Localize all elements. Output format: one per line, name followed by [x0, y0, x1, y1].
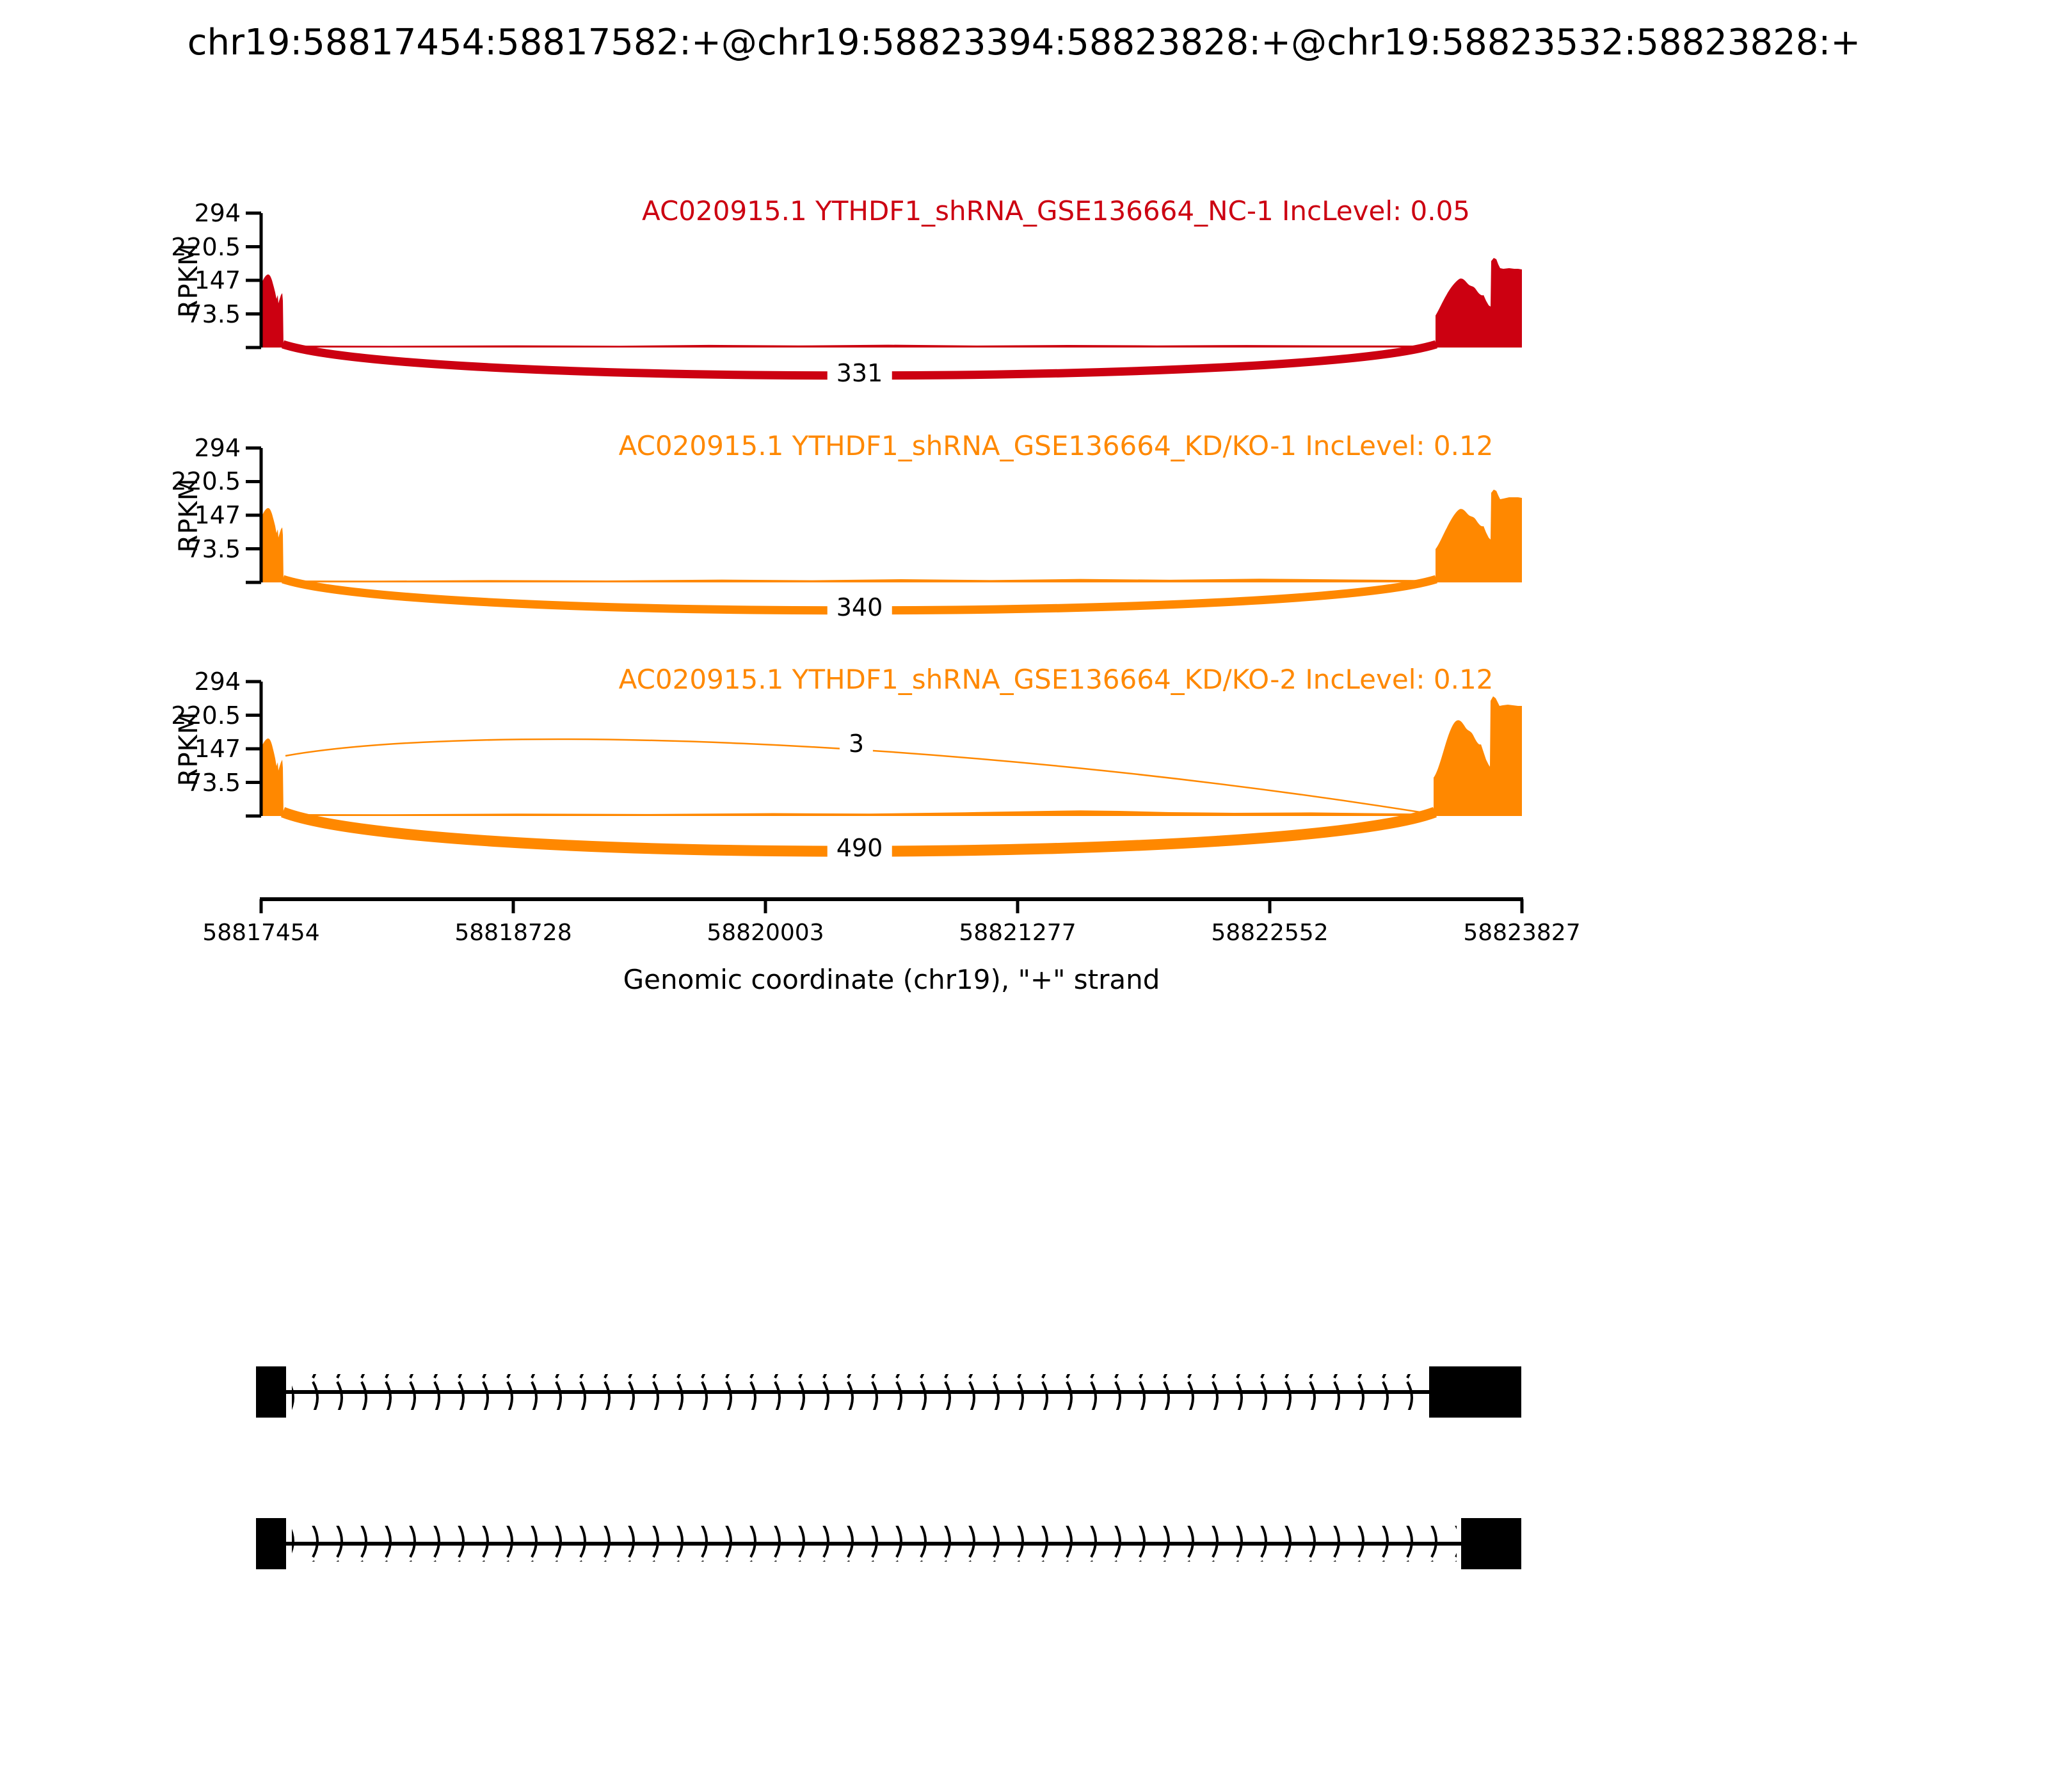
- isoform-2: [256, 1518, 1521, 1569]
- y-tick-label: 147: [194, 501, 241, 529]
- junction-count-label: 340: [827, 593, 892, 621]
- y-tick-label: 220.5: [171, 467, 241, 495]
- strand-direction-arrows: [292, 1526, 1457, 1562]
- coverage-right-exon: [1436, 490, 1522, 582]
- exon-box-right-short: [1461, 1518, 1521, 1569]
- y-tick-label: 220.5: [171, 701, 241, 730]
- y-axis-ticks: [246, 446, 261, 584]
- strand-direction-arrows: [292, 1374, 1425, 1410]
- exon-box-right-long: [1429, 1366, 1521, 1418]
- y-axis-label: RPKM: [174, 711, 204, 787]
- exon-box-left: [256, 1366, 286, 1418]
- y-axis-ticks: [246, 680, 261, 818]
- x-axis-ticks: [259, 899, 1524, 913]
- y-tick-label: 220.5: [171, 233, 241, 261]
- exon-box-left: [256, 1518, 286, 1569]
- y-axis-label: RPKM: [174, 243, 204, 318]
- coverage-left-exon: [261, 274, 284, 348]
- x-tick-label: 58817454: [202, 920, 320, 946]
- sashimi-track-2-plot: [246, 446, 1522, 615]
- junction-count-label: 3: [839, 730, 874, 758]
- x-axis-title: Genomic coordinate (chr19), "+" strand: [623, 964, 1160, 995]
- y-axis-ticks: [246, 211, 261, 349]
- x-tick-label: 58822552: [1211, 920, 1329, 946]
- y-tick-label: 294: [194, 668, 241, 696]
- x-tick-label: 58818728: [454, 920, 572, 946]
- track-1-title: AC020915.1 YTHDF1_shRNA_GSE136664_NC-1 I…: [641, 195, 1471, 227]
- x-tick-label: 58820003: [707, 920, 824, 946]
- coverage-intron: [284, 579, 1436, 582]
- coverage-right-exon: [1434, 696, 1522, 816]
- x-tick-label: 58821277: [959, 920, 1076, 946]
- coverage-intron: [284, 344, 1436, 348]
- x-tick-label: 58823827: [1463, 920, 1581, 946]
- y-tick-label: 294: [194, 434, 241, 462]
- y-tick-label: 73.5: [186, 535, 241, 563]
- junction-arc-above: [285, 738, 1433, 815]
- y-tick-label: 147: [194, 735, 241, 763]
- y-tick-label: 294: [194, 199, 241, 227]
- isoform-diagrams: [256, 1366, 1521, 1569]
- junction-count-label: 490: [827, 834, 892, 862]
- track-3-title: AC020915.1 YTHDF1_shRNA_GSE136664_KD/KO-…: [618, 664, 1494, 695]
- y-tick-label: 73.5: [186, 300, 241, 328]
- y-tick-label: 73.5: [186, 769, 241, 797]
- y-tick-label: 147: [194, 266, 241, 294]
- isoform-1: [256, 1366, 1521, 1418]
- y-axis-label: RPKM: [174, 477, 204, 553]
- coverage-left-exon: [261, 738, 284, 816]
- figure-title: chr19:58817454:58817582:+@chr19:58823394…: [187, 22, 1861, 63]
- coverage-right-exon: [1436, 258, 1522, 348]
- x-axis: [259, 897, 1524, 913]
- track-2-title: AC020915.1 YTHDF1_shRNA_GSE136664_KD/KO-…: [618, 430, 1494, 461]
- coverage-left-exon: [261, 508, 284, 582]
- junction-count-label: 331: [827, 359, 892, 387]
- coverage-intron: [284, 810, 1434, 816]
